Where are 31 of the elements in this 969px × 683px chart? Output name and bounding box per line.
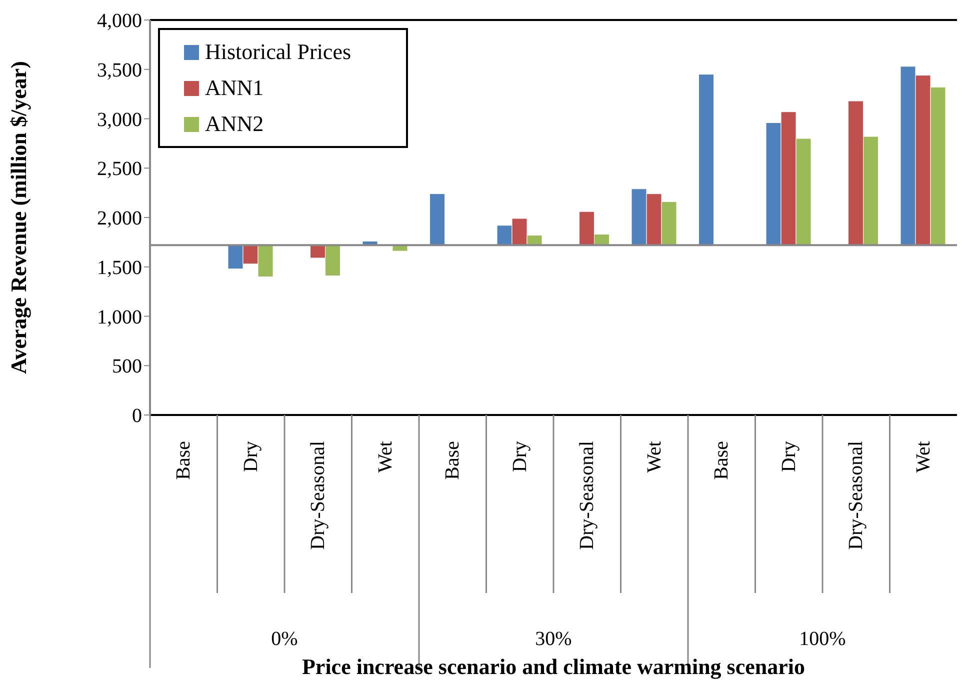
y-tick-label: 1,500 [97,256,142,279]
text: 100% [799,628,846,650]
bar [430,194,446,246]
bar [698,74,714,246]
x-tick-label: Wet [912,440,934,473]
y-tick-label: 2,000 [97,208,142,230]
x-tick-label: Dry-Seasonal [576,440,598,550]
x-tick-label: Wet [643,440,666,473]
y-tick-label: 3,000 [97,108,142,131]
x-tick-label: Dry-Seasonal [307,440,330,550]
y-tick-label: 500 [112,356,142,378]
x-tick-label: Dry-Seasonal [845,440,868,550]
x-tick-label: Base [172,440,195,480]
y-tick-label: 0 [132,405,142,428]
y-tick-label: 3,500 [97,59,142,82]
legend-label: ANN1 [205,74,264,102]
legend-label: Historical Prices [205,38,352,66]
x-axis-title: Price increase scenario and climate warming scenario [302,654,806,679]
x-tick-label: Base [710,440,733,480]
y-tick-label: 1,000 [97,306,142,328]
x-tick-label: Base [442,440,464,480]
y-axis-title: Average Revenue (million $/year) [6,60,31,374]
text: 30% [535,628,572,650]
legend-label: ANN2 [205,110,264,138]
x-tick-label: Dry [508,441,531,472]
y-tick-label: 2,500 [97,158,142,180]
x-tick-label: Dry [778,441,800,472]
x-tick-label: Wet [374,440,396,473]
text: 0% [271,628,298,650]
x-tick-label: Dry [240,441,262,472]
y-tick-label: 4,000 [97,10,142,32]
